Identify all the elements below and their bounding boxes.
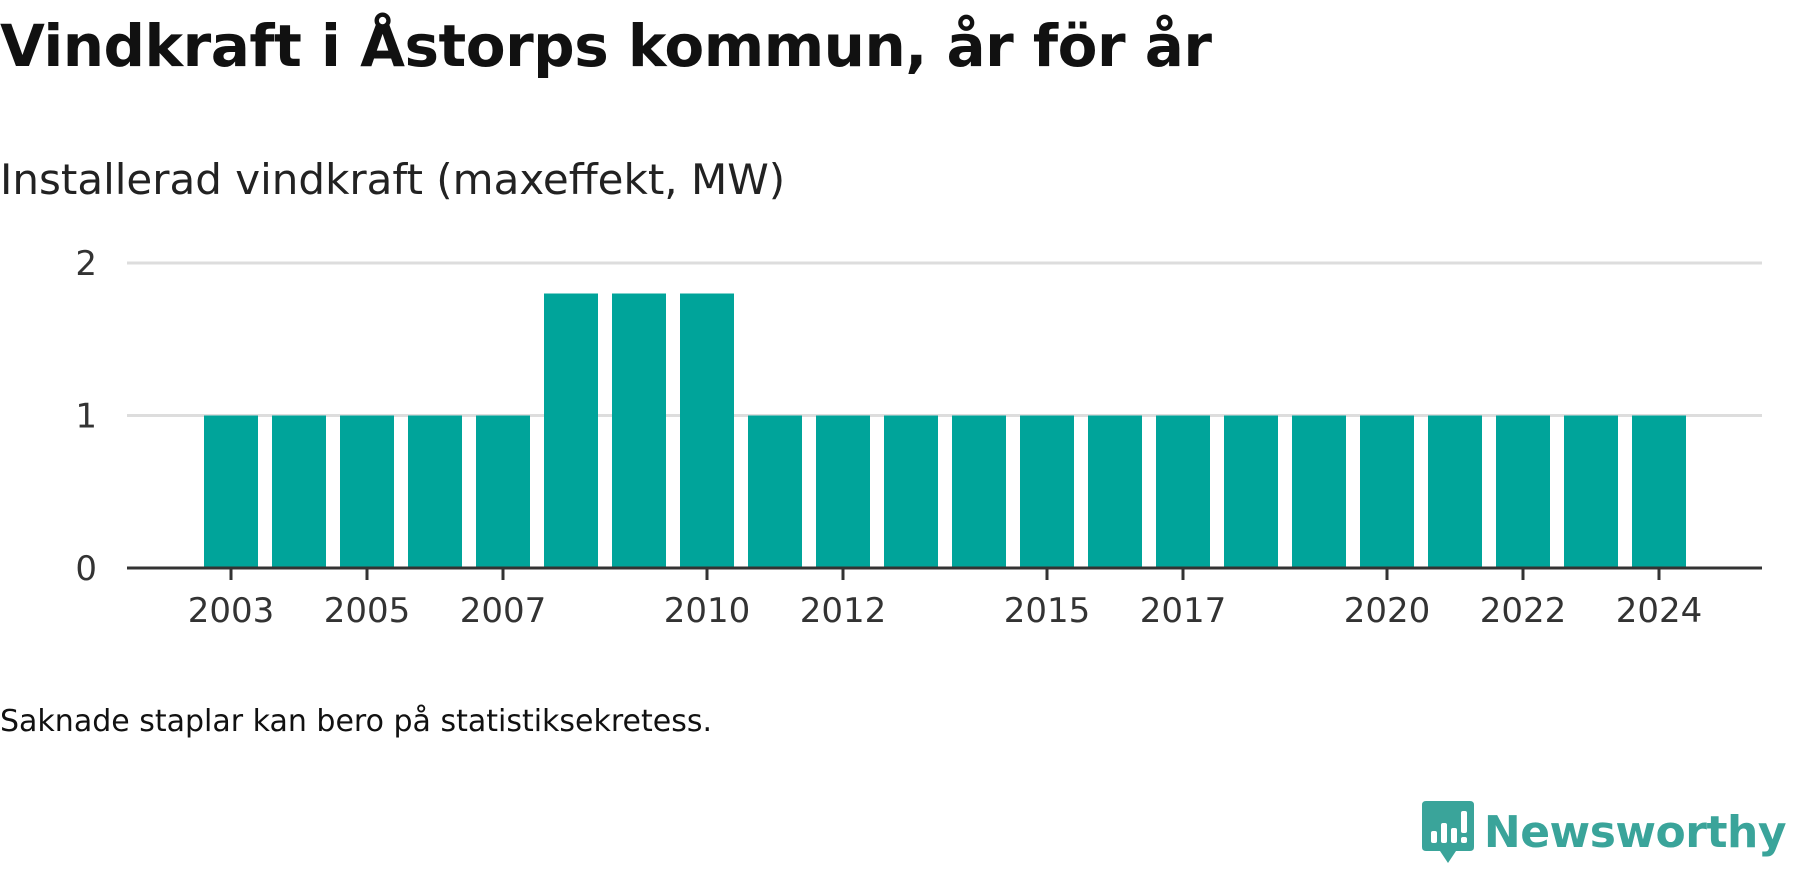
bar xyxy=(1156,415,1210,568)
bar xyxy=(1428,415,1482,568)
bar xyxy=(340,415,394,568)
y-tick-label: 2 xyxy=(75,244,97,284)
footnote: Saknade staplar kan bero på statistiksek… xyxy=(0,704,713,739)
bar xyxy=(544,293,598,568)
bar xyxy=(1088,415,1142,568)
x-tick-label: 2005 xyxy=(324,591,411,631)
x-tick-label: 2020 xyxy=(1344,591,1431,631)
bar xyxy=(612,293,666,568)
x-tick-label: 2007 xyxy=(460,591,547,631)
bar xyxy=(1496,415,1550,568)
bar xyxy=(408,415,462,568)
x-tick-label: 2024 xyxy=(1616,591,1703,631)
bar xyxy=(204,415,258,568)
bar xyxy=(272,415,326,568)
bar xyxy=(1020,415,1074,568)
bar xyxy=(680,293,734,568)
brand-logo: Newsworthy xyxy=(1421,801,1787,865)
bar xyxy=(1564,415,1618,568)
bar xyxy=(1360,415,1414,568)
bar xyxy=(952,415,1006,568)
bar xyxy=(1292,415,1346,568)
bar xyxy=(748,415,802,568)
bar xyxy=(476,415,530,568)
bar xyxy=(1224,415,1278,568)
bar-chart: 0 1 2 2003 2005 2007 2010 2012 2015 2017 2020 2022 2… xyxy=(75,244,1762,631)
y-tick-label: 0 xyxy=(75,549,97,589)
newsworthy-logo-icon xyxy=(1421,801,1474,863)
bar xyxy=(816,415,870,568)
x-tick-label: 2012 xyxy=(800,591,887,631)
x-tick-label: 2015 xyxy=(1004,591,1091,631)
chart-subtitle: Installerad vindkraft (maxeffekt, MW) xyxy=(0,155,786,204)
bar xyxy=(884,415,938,568)
brand-name: Newsworthy xyxy=(1483,807,1787,858)
x-tick-label: 2010 xyxy=(664,591,751,631)
x-tick-label: 2022 xyxy=(1480,591,1567,631)
y-tick-label: 1 xyxy=(75,397,97,437)
x-tick-label: 2003 xyxy=(188,591,275,631)
chart-title: Vindkraft i Åstorps kommun, år för år xyxy=(0,12,1212,80)
x-tick-label: 2017 xyxy=(1140,591,1227,631)
bar xyxy=(1632,415,1686,568)
